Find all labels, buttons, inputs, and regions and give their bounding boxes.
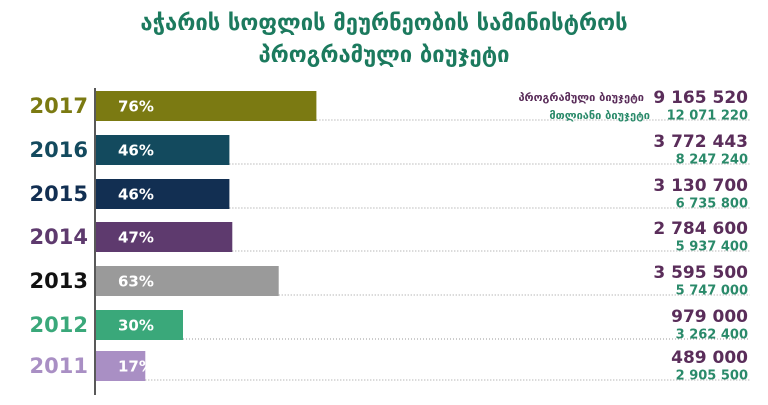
value-label: 46% xyxy=(118,186,154,204)
budget-label: 12 071 220 xyxy=(667,109,748,124)
y-tick-label: 2017 xyxy=(30,94,88,118)
budget-label: 3 595 500 xyxy=(653,263,748,283)
budget-label: 3 130 700 xyxy=(653,176,748,196)
y-tick-label: 2012 xyxy=(30,313,88,337)
budget-label: 9 165 520 xyxy=(653,88,748,108)
value-label: 47% xyxy=(118,229,154,247)
budget-label: 2 905 500 xyxy=(676,369,748,384)
bar xyxy=(96,222,233,252)
value-label: 46% xyxy=(118,142,154,160)
bar xyxy=(96,310,183,340)
y-tick-label: 2013 xyxy=(30,269,88,293)
value-label: 17% xyxy=(118,358,154,376)
budget-label: 3 772 443 xyxy=(653,132,748,152)
value-label: 30% xyxy=(118,317,154,335)
bar xyxy=(96,91,317,121)
y-tick-label: 2015 xyxy=(30,182,88,206)
budget-label: 979 000 xyxy=(671,307,748,327)
budget-label: 3 262 400 xyxy=(676,328,748,343)
bar xyxy=(96,179,230,209)
legend-label: მთლიანი ბიუჯეტი xyxy=(549,109,650,122)
y-tick-label: 2014 xyxy=(30,225,88,249)
budget-label: 489 000 xyxy=(671,348,748,368)
budget-label: 6 735 800 xyxy=(676,197,748,212)
budget-label: 5 937 400 xyxy=(676,240,748,255)
chart-title: პროგრამული ბიუჯეტი xyxy=(258,43,509,68)
bar xyxy=(96,351,146,381)
legend-label: პროგრამული ბიუჯეტი xyxy=(518,91,644,104)
y-tick-label: 2011 xyxy=(30,354,88,378)
budget-label: 2 784 600 xyxy=(653,219,748,239)
chart-title: აჭარის სოფლის მეურნეობის სამინისტროს xyxy=(140,11,627,36)
bar xyxy=(96,266,279,296)
y-tick-label: 2016 xyxy=(30,138,88,162)
budget-label: 8 247 240 xyxy=(676,153,748,168)
value-label: 76% xyxy=(118,98,154,116)
value-label: 63% xyxy=(118,273,154,291)
bar xyxy=(96,135,230,165)
budget-label: 5 747 000 xyxy=(676,284,748,299)
